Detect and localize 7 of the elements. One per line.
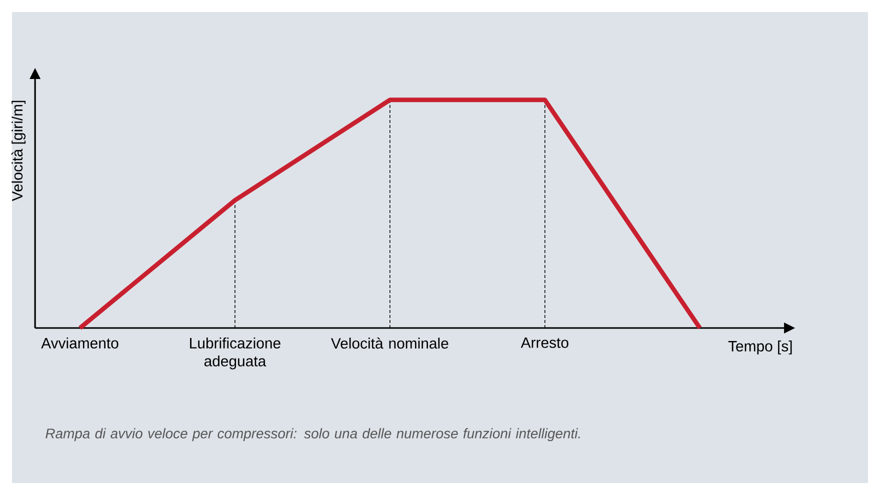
x-tick-label: Avviamento [41,338,118,348]
x-tick-label: Lubrificazione adeguata [190,338,280,370]
y-axis-title: Velocità [giri/m] [11,100,26,202]
x-tick-label: Arresto [520,338,568,348]
text: Rampa di avvio veloce per compressori: solo una delle numerose funzioni intelligenti. [46,428,580,442]
x-tick-label: Velocità nominale [331,338,448,349]
x-axis-title: Tempo [s] [728,340,792,354]
